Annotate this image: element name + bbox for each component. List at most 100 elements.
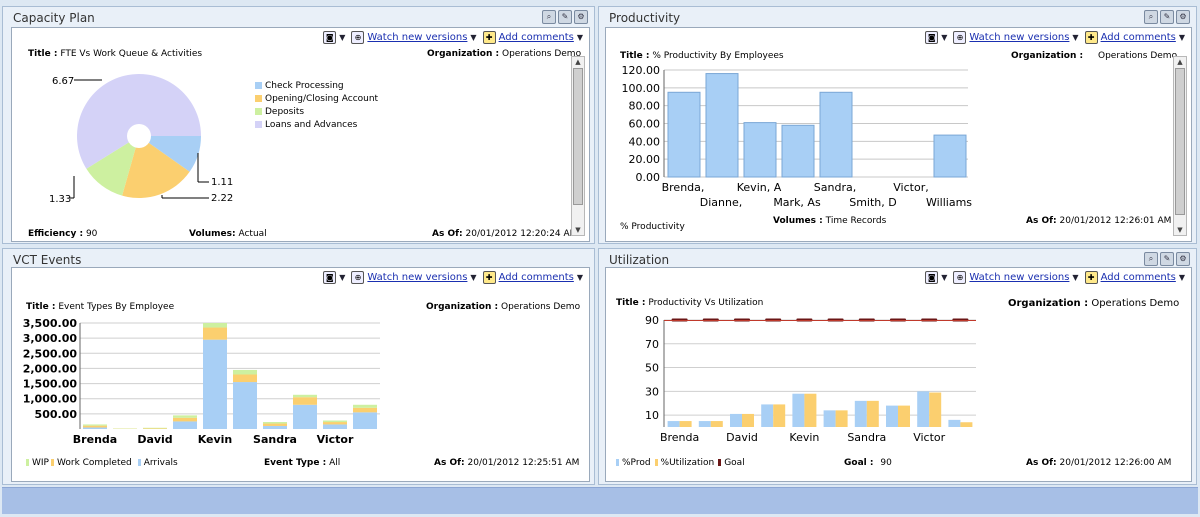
export-icon[interactable]: ◙ [925,271,939,284]
bar-segment [83,425,107,428]
bar-segment [143,427,167,429]
series-label: % Productivity [620,222,685,232]
scroll-down-arrow[interactable]: ▼ [575,226,581,234]
settings-gear-icon[interactable]: ⚙ [574,10,588,24]
legend-item: Arrivals [137,458,178,468]
as-of-key: As Of: [432,229,463,239]
bar-segment [323,422,347,425]
comment-icon[interactable]: ✚ [482,271,496,284]
export-icon[interactable]: ◙ [323,271,337,284]
export-dropdown-icon[interactable]: ▼ [339,33,346,42]
bar [781,124,815,178]
y-tick-label: 3,000.00 [23,332,78,345]
comments-dropdown-icon[interactable]: ▼ [576,33,583,42]
add-comments-link[interactable]: Add comments [498,32,574,43]
as-of-key: As Of: [1026,458,1057,468]
scroll-thumb[interactable] [1175,68,1185,215]
watch-new-versions-link[interactable]: Watch new versions [367,272,468,283]
panel-title: Capacity Plan [13,11,95,25]
bar [761,404,774,427]
bar-segment [83,424,107,426]
x-tick-label: David [726,431,758,444]
chart-area: ◙ ▼ ⊕ Watch new versions ▼ ✚ Add comments ▼ T… [11,27,590,242]
chart-title: FTE Vs Work Queue & Activities [60,49,203,59]
settings-gear-icon[interactable]: ⚙ [1176,252,1190,266]
comments-dropdown-icon[interactable]: ▼ [1178,33,1185,42]
scroll-up-arrow[interactable]: ▲ [1177,58,1183,66]
export-icon[interactable]: ◙ [925,31,939,44]
x-tick-label: Smith [882,446,914,447]
edit-icon[interactable]: ✎ [1160,252,1174,266]
zoom-icon[interactable]: ⌕ [1144,10,1158,24]
legend-item: %Utilization [654,458,714,468]
bar-segment [353,404,377,408]
edit-icon[interactable]: ✎ [558,10,572,24]
vct-legend: WIP Work Completed Arrivals [26,458,178,468]
legend-item: Goal [718,458,745,468]
watch-icon[interactable]: ⊕ [351,271,365,284]
export-dropdown-icon[interactable]: ▼ [339,273,346,282]
x-tick-label: David [137,433,172,446]
bar-segment [203,339,227,429]
chart-area: ◙ ▼ ⊕ Watch new versions ▼ ✚ Add comments ▼ T… [605,267,1192,482]
settings-gear-icon[interactable]: ⚙ [1176,10,1190,24]
x-tick-label: Smith [287,448,323,450]
chart-toolbar: ◙ ▼ ⊕ Watch new versions ▼ ✚ Add comments ▼ [925,31,1185,44]
pie-slice [139,136,201,172]
watch-dropdown-icon[interactable]: ▼ [470,273,477,282]
watch-dropdown-icon[interactable]: ▼ [1072,273,1079,282]
as-of-value: 20/01/2012 12:20:24 AM [465,229,578,239]
comments-dropdown-icon[interactable]: ▼ [1178,273,1185,282]
y-tick-label: 40.00 [629,135,661,148]
vertical-scrollbar[interactable]: ▲ ▼ [1173,56,1187,236]
bar [773,404,786,427]
x-tick-label: Mark A [817,446,856,447]
comment-icon[interactable]: ✚ [1084,271,1098,284]
bar-segment [233,382,257,429]
export-dropdown-icon[interactable]: ▼ [941,273,948,282]
scroll-down-arrow[interactable]: ▼ [1177,226,1183,234]
org-key: Organization : [426,302,499,312]
watch-icon[interactable]: ⊕ [953,31,967,44]
zoom-icon[interactable]: ⌕ [1144,252,1158,266]
scroll-up-arrow[interactable]: ▲ [575,58,581,66]
watch-icon[interactable]: ⊕ [953,271,967,284]
comment-icon[interactable]: ✚ [1084,31,1098,44]
pie-hole [127,124,151,148]
scroll-thumb[interactable] [573,68,583,205]
watch-new-versions-link[interactable]: Watch new versions [367,32,468,43]
zoom-icon[interactable]: ⌕ [542,10,556,24]
bar [710,421,723,427]
x-tick-label: Brenda [660,431,699,444]
bar [679,421,692,427]
add-comments-link[interactable]: Add comments [1100,272,1176,283]
watch-dropdown-icon[interactable]: ▼ [470,33,477,42]
watch-new-versions-link[interactable]: Watch new versions [969,32,1070,43]
watch-new-versions-link[interactable]: Watch new versions [969,272,1070,283]
panel-toolbar: ⌕ ✎ ⚙ [1144,252,1190,266]
add-comments-link[interactable]: Add comments [498,272,574,283]
x-tick-label: Victor [913,431,945,444]
bar [730,413,742,427]
bar-segment [353,412,377,429]
bar [960,422,973,427]
x-tick-label: Sandra, [814,181,856,194]
export-icon[interactable]: ◙ [323,31,337,44]
export-dropdown-icon[interactable]: ▼ [941,33,948,42]
edit-icon[interactable]: ✎ [1160,10,1174,24]
watch-icon[interactable]: ⊕ [351,31,365,44]
y-tick-label: 120.00 [622,64,661,77]
bar-segment [143,428,167,429]
y-tick-label: 100.00 [622,82,661,95]
org-key: Organization : [427,49,500,59]
watch-dropdown-icon[interactable]: ▼ [1072,33,1079,42]
organization-value: Operations Demo [502,49,582,59]
add-comments-link[interactable]: Add comments [1100,32,1176,43]
x-tick-label: Smith, D [849,196,897,209]
bar-segment [263,422,287,424]
bar-segment [263,425,287,429]
x-tick-label: Willia [348,448,383,450]
comment-icon[interactable]: ✚ [482,31,496,44]
comments-dropdown-icon[interactable]: ▼ [576,273,583,282]
vertical-scrollbar[interactable]: ▲ ▼ [571,56,585,236]
